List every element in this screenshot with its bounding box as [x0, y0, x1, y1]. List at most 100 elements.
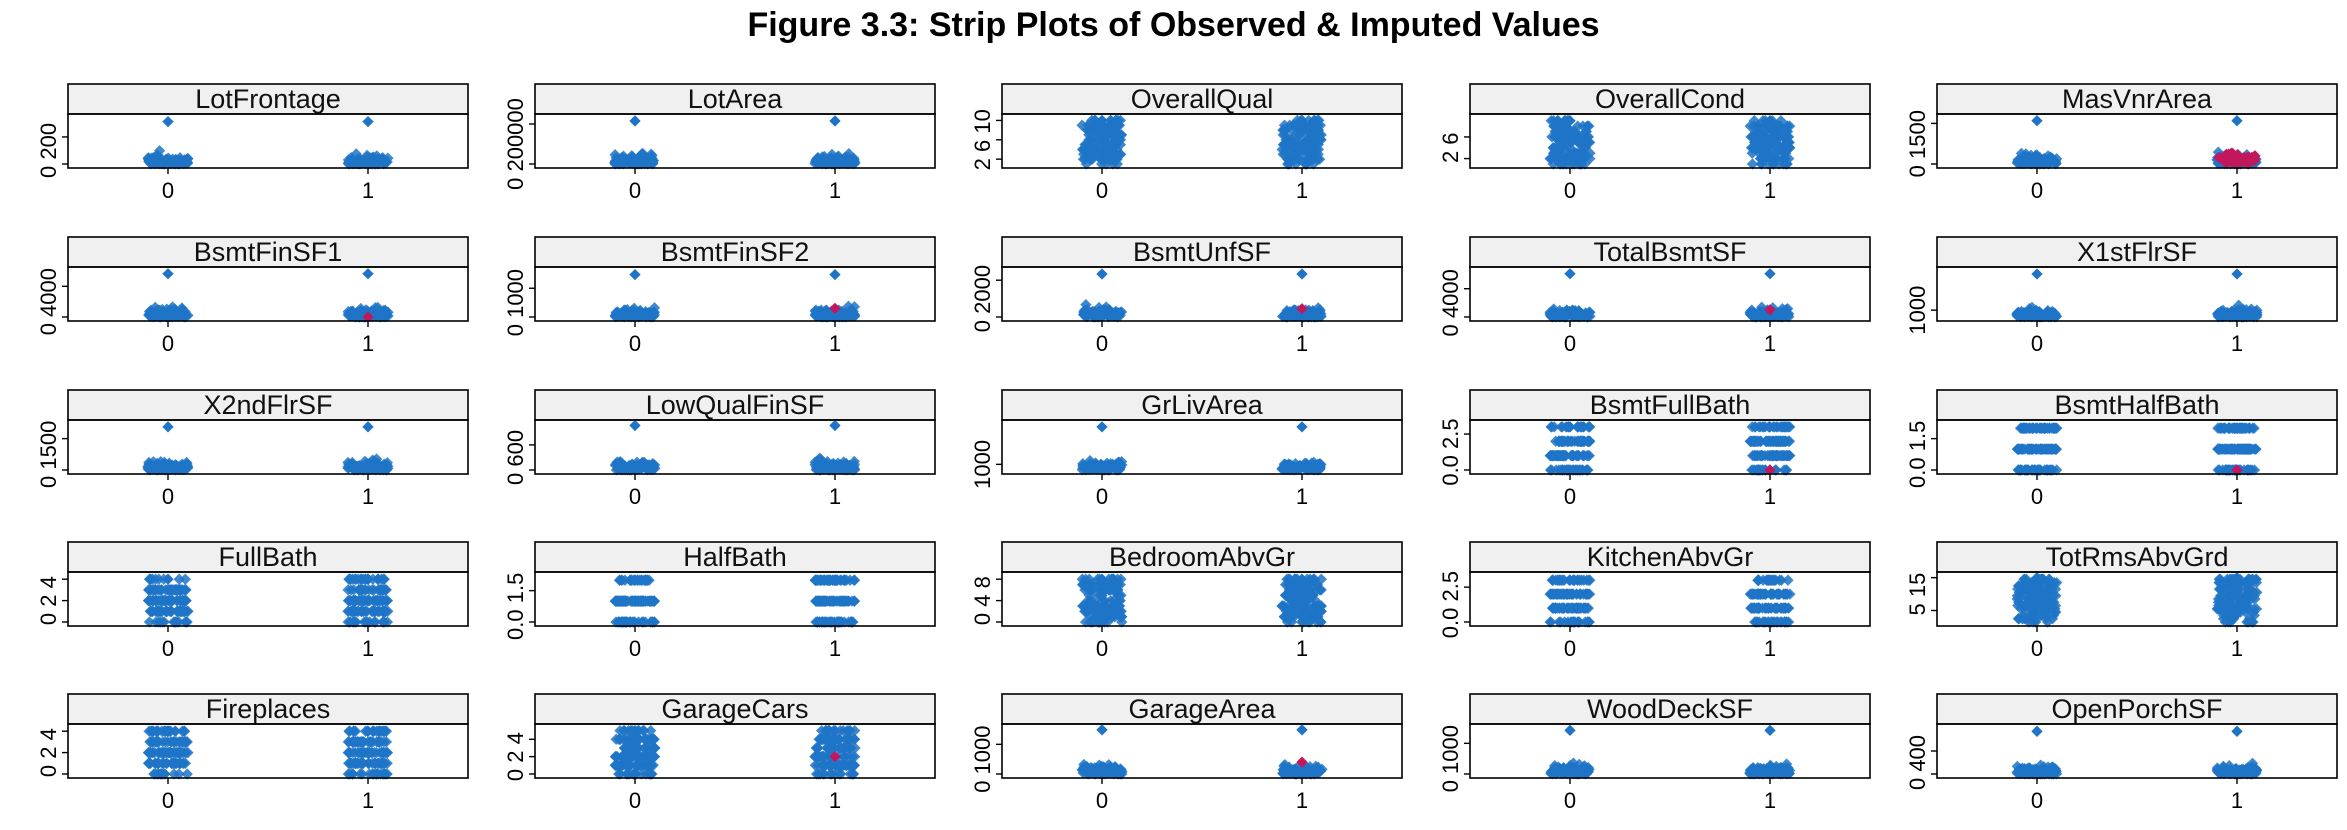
plot-frame	[1002, 114, 1402, 168]
plot-frame	[1002, 572, 1402, 626]
x-tick-label: 0	[629, 331, 641, 356]
y-tick-labels: 1000	[970, 440, 995, 489]
panel-title: BsmtHalfBath	[2054, 390, 2219, 420]
observed-point	[2031, 268, 2042, 279]
y-tick-labels: 0.0 1.5	[1905, 421, 1930, 488]
x-tick-label: 0	[2031, 178, 2043, 203]
observed-points	[1544, 575, 1795, 628]
observed-point	[1296, 268, 1307, 279]
x-tick-label: 1	[1296, 484, 1308, 509]
strip-plot-bsmtfinsf2: BsmtFinSF2 0 1000 0 1	[535, 237, 935, 321]
panel-svg: LotArea0 2000000 1	[535, 84, 935, 168]
observed-points	[1077, 574, 1327, 628]
panel-svg: X1stFlrSF10000 1	[1937, 237, 2337, 321]
y-tick-labels: 0 1500	[1905, 110, 1930, 177]
x-tick-label: 1	[362, 178, 374, 203]
y-tick-labels: 0 2000	[970, 265, 995, 332]
observed-point	[1096, 421, 1107, 432]
plot-frame	[68, 420, 468, 474]
strip-plot-bsmtfullbath: BsmtFullBath 0.0 2.5 0 1	[1470, 390, 1870, 474]
panel-svg: BsmtHalfBath0.0 1.50 1	[1937, 390, 2337, 474]
x-tick-label: 0	[1096, 636, 1108, 661]
x-tick-label: 0	[629, 636, 641, 661]
x-tick-label: 1	[2231, 331, 2243, 356]
plot-frame	[1002, 267, 1402, 321]
observed-points	[610, 269, 861, 323]
panel-svg: BsmtUnfSF0 20000 1	[1002, 237, 1402, 321]
panel-title: MasVnrArea	[2062, 84, 2213, 114]
plot-frame	[1470, 114, 1870, 168]
panel-svg: HalfBath0.0 1.50 1	[535, 542, 935, 626]
observed-points	[2011, 268, 2262, 322]
x-tick-label: 0	[162, 484, 174, 509]
y-tick-labels: 0 1500	[36, 421, 61, 488]
observed-point	[362, 116, 373, 127]
plot-frame	[535, 572, 935, 626]
strip-plot-overallcond: OverallCond 2 601	[1470, 84, 1870, 168]
x-tick-label: 1	[2231, 178, 2243, 203]
observed-points	[610, 420, 861, 476]
panel-title: BsmtFullBath	[1590, 390, 1751, 420]
y-tick-labels: 0 4000	[36, 268, 61, 335]
observed-point	[362, 421, 373, 432]
observed-point	[829, 269, 840, 280]
observed-point	[2031, 115, 2042, 126]
observed-point	[1096, 268, 1107, 279]
plot-frame	[68, 572, 468, 626]
panel-title: BsmtFinSF1	[194, 237, 343, 267]
y-tick-labels: 0 4000	[1438, 269, 1463, 336]
observed-point	[1764, 268, 1775, 279]
panel-title: HalfBath	[683, 542, 787, 572]
y-tick-labels: 0 4 8	[970, 576, 995, 625]
panel-title: TotalBsmtSF	[1593, 237, 1746, 267]
panel-svg: LotFrontage0 2000 1	[68, 84, 468, 168]
panel-title: LotArea	[688, 84, 784, 114]
x-tick-label: 0	[1096, 484, 1108, 509]
x-tick-label: 1	[829, 331, 841, 356]
y-tick-labels: 2 6 10	[970, 109, 995, 170]
observed-point	[829, 420, 840, 431]
observed-points	[610, 575, 861, 628]
observed-point	[162, 421, 173, 432]
strip-plot-bsmthalfbath: BsmtHalfBath 0.0 1.5 0 1	[1937, 390, 2337, 474]
panel-svg: OverallCond2 60 1	[1470, 84, 1870, 168]
observed-point	[629, 420, 640, 431]
x-tick-label: 0	[1564, 484, 1576, 509]
observed-points	[1077, 421, 1327, 475]
observed-point	[362, 268, 373, 279]
observed-points	[1076, 115, 1326, 170]
x-tick-label: 1	[1764, 178, 1776, 203]
plot-frame	[1937, 420, 2337, 474]
observed-points	[142, 421, 393, 475]
y-tick-labels: 0 200	[36, 123, 61, 178]
panel-title: OverallQual	[1131, 84, 1274, 114]
y-tick-labels: 1000	[1905, 286, 1930, 335]
panel-title: FullBath	[218, 542, 317, 572]
x-tick-label: 0	[2031, 331, 2043, 356]
observed-point	[162, 268, 173, 279]
strip-plot-lotarea: LotArea 0 200000 0 1	[535, 84, 935, 168]
observed-points	[143, 268, 393, 323]
x-tick-label: 0	[629, 178, 641, 203]
observed-point	[180, 574, 191, 585]
y-tick-labels: 0.0 2.5	[1438, 418, 1463, 485]
observed-points	[609, 115, 860, 169]
observed-point	[2231, 115, 2242, 126]
strip-plot-totalbsmtsf: TotalBsmtSF 0 4000 0 1	[1470, 237, 1870, 321]
strip-plot-lotfrontage: LotFrontage 0 200 0 1	[68, 84, 468, 168]
x-tick-label: 0	[1564, 178, 1576, 203]
x-tick-label: 1	[1296, 636, 1308, 661]
strip-plot-halfbath: HalfBath 0.0 1.5 0 1	[535, 542, 935, 626]
plot-frame	[68, 114, 468, 168]
observed-points	[1545, 421, 1796, 475]
y-tick-labels: 0 600	[503, 430, 528, 485]
plot-frame	[1937, 114, 2337, 168]
x-tick-label: 1	[1764, 331, 1776, 356]
x-tick-label: 1	[362, 484, 374, 509]
panel-title: BsmtFinSF2	[661, 237, 810, 267]
